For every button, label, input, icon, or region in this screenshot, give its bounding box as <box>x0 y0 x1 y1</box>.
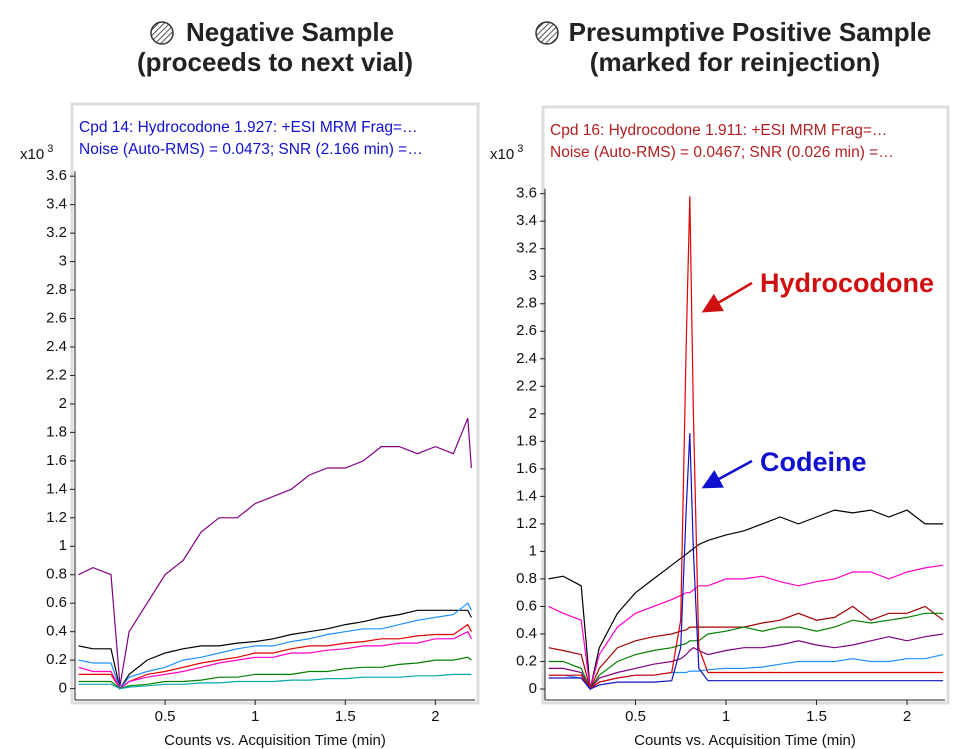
series-line <box>548 633 944 691</box>
y-tick-label: 0.6 <box>516 597 537 614</box>
y-tick-label: 2.8 <box>46 281 67 298</box>
y-tick-label: 3.4 <box>516 212 537 229</box>
y-tick-label: 3.4 <box>46 196 67 213</box>
y-tick-label: 3 <box>59 253 67 270</box>
series-line <box>78 602 472 690</box>
x-tick-label: 1.5 <box>806 708 827 725</box>
plot-frame <box>541 105 950 705</box>
compound-header: Cpd 14: Hydrocodone 1.927: +ESI MRM Frag… <box>79 119 418 136</box>
y-tick-label: 0 <box>529 680 537 697</box>
y-tick-label: 1.6 <box>516 460 537 477</box>
series-line <box>548 612 944 691</box>
y-tick-label: 3.6 <box>46 167 67 184</box>
y-tick-label: 1.6 <box>46 452 67 469</box>
y-tick-label: 0.2 <box>46 651 67 668</box>
series-line <box>78 609 472 691</box>
annotation: Codeine <box>760 447 867 477</box>
y-tick-label: 0 <box>59 680 67 697</box>
y-tick-label: 3.2 <box>46 224 67 241</box>
y-tick-label: 2.6 <box>46 309 67 326</box>
x-tick-label: 1 <box>722 708 730 725</box>
chart-subtitle: (marked for reinjection) <box>590 47 880 77</box>
x-tick-label: 1 <box>251 708 259 725</box>
compound-header: Cpd 16: Hydrocodone 1.911: +ESI MRM Frag… <box>550 122 887 139</box>
compound-header: Noise (Auto-RMS) = 0.0473; SNR (2.166 mi… <box>79 141 423 158</box>
y-tick-label: 3.2 <box>516 240 537 257</box>
annotation-arrow <box>701 459 753 489</box>
plot-frame <box>70 102 480 705</box>
y-tick-label: 0.4 <box>516 625 537 642</box>
y-scale-exponent: 3 <box>517 143 523 155</box>
y-tick-label: 2.2 <box>516 377 537 394</box>
chart-subtitle: (proceeds to next vial) <box>137 47 413 77</box>
y-tick-label: 1.2 <box>46 509 67 526</box>
series-line <box>548 433 944 690</box>
y-tick-label: 3.6 <box>516 185 537 202</box>
series-line <box>78 673 472 690</box>
y-scale-exponent: 3 <box>47 143 53 155</box>
y-tick-label: 3 <box>529 267 537 284</box>
series-line <box>548 605 944 691</box>
y-tick-label: 2.6 <box>516 322 537 339</box>
y-tick-label: 2.4 <box>516 350 537 367</box>
y-tick-label: 0.6 <box>46 594 67 611</box>
y-tick-label: 1.4 <box>46 480 67 497</box>
y-tick-label: 1.4 <box>516 487 537 504</box>
x-tick-label: 2 <box>903 708 911 725</box>
annotation: Hydrocodone <box>760 268 934 298</box>
series-line <box>78 656 472 690</box>
x-tick-label: 0.5 <box>625 708 646 725</box>
x-tick-label: 2 <box>431 708 439 725</box>
y-tick-label: 0.4 <box>46 623 67 640</box>
y-tick-label: 2.2 <box>46 366 67 383</box>
series-line <box>548 509 944 690</box>
x-axis-label: Counts vs. Acquisition Time (min) <box>634 732 856 749</box>
series-line <box>548 196 944 690</box>
y-scale-label: x10 3 <box>20 143 53 163</box>
y-tick-label: 2.8 <box>516 295 537 312</box>
y-tick-label: 1.8 <box>46 423 67 440</box>
sample-icon <box>150 21 174 45</box>
compound-header: Noise (Auto-RMS) = 0.0467; SNR (0.026 mi… <box>550 144 894 161</box>
series-line <box>548 564 944 690</box>
y-scale-label: x10 3 <box>490 143 523 163</box>
chart-title: Negative Sample <box>186 17 394 47</box>
x-tick-label: 0.5 <box>155 708 176 725</box>
y-scale-base: x10 <box>20 146 44 163</box>
y-tick-label: 2.4 <box>46 338 67 355</box>
annotation-arrow <box>701 281 753 313</box>
y-tick-label: 1.2 <box>516 515 537 532</box>
sample-icon <box>535 21 559 45</box>
x-axis-label: Counts vs. Acquisition Time (min) <box>164 732 386 749</box>
y-scale-base: x10 <box>490 146 514 163</box>
y-tick-label: 2 <box>529 405 537 422</box>
y-tick-label: 0.2 <box>516 652 537 669</box>
series-line <box>78 417 472 686</box>
y-tick-label: 0.8 <box>46 566 67 583</box>
chart-title: Presumptive Positive Sample <box>569 17 932 47</box>
x-tick-label: 1.5 <box>335 708 356 725</box>
y-tick-label: 2 <box>59 395 67 412</box>
y-tick-label: 1 <box>529 542 537 559</box>
series-line <box>78 630 472 690</box>
y-tick-label: 0.8 <box>516 570 537 587</box>
y-tick-label: 1.8 <box>516 432 537 449</box>
y-tick-label: 1 <box>59 537 67 554</box>
